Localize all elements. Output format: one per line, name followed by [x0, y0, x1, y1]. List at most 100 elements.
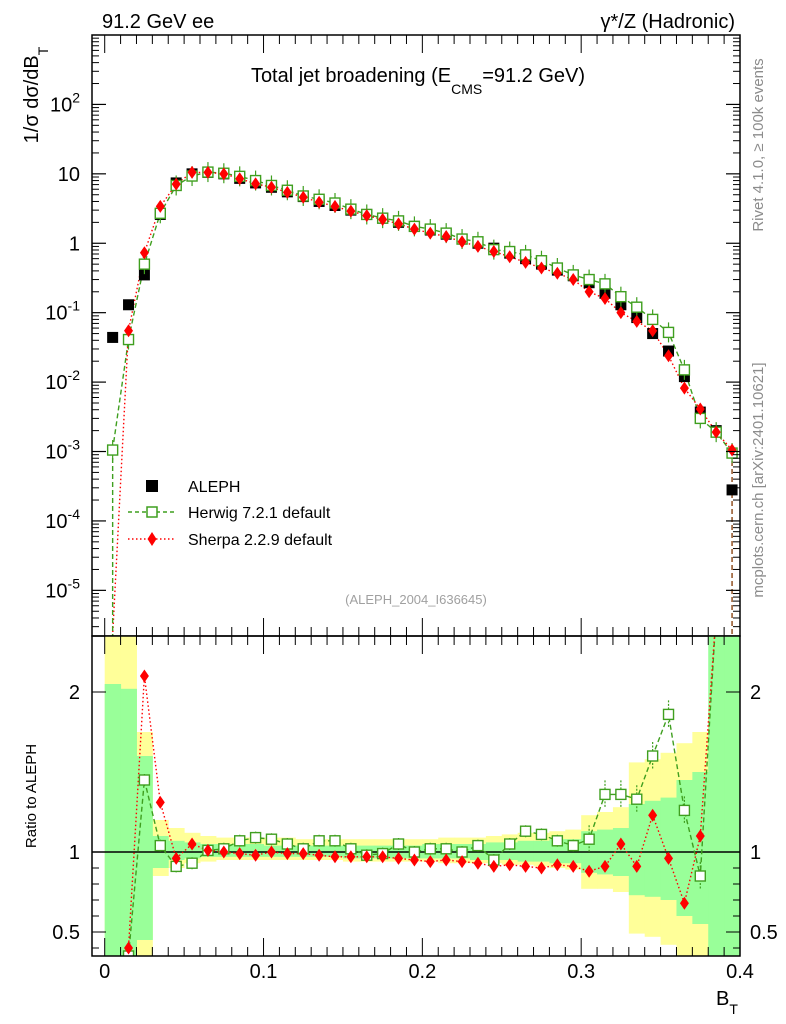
sherpa-ratio-point	[346, 850, 356, 864]
x-tick-label: 0	[99, 961, 110, 983]
herwig-ratio-point	[504, 838, 516, 850]
herwig-ratio-point	[249, 831, 262, 844]
sherpa-ratio-point	[266, 845, 276, 859]
sherpa-point	[521, 255, 531, 269]
y-tick-label: 10	[58, 164, 80, 186]
herwig-ratio-point	[551, 835, 564, 847]
main-series-group	[106, 162, 738, 636]
y-tick-label: 10-5	[45, 575, 80, 602]
herwig-ratio-point	[631, 793, 643, 805]
aleph-point	[138, 269, 150, 281]
uncertainty-band-green	[517, 840, 535, 862]
sherpa-ratio-point	[505, 858, 515, 872]
sherpa-point	[124, 324, 134, 338]
main-data-layer	[106, 162, 738, 636]
sherpa-ratio-point	[536, 861, 546, 875]
herwig-ratio-point	[424, 843, 436, 855]
herwig-ratio-point	[313, 835, 325, 847]
rivet-version-label: Rivet 4.1.0, ≥ 100k events	[750, 58, 767, 231]
sherpa-point	[155, 199, 165, 213]
sherpa-ratio-point	[139, 669, 149, 683]
sherpa-ratio-point	[584, 864, 594, 878]
sherpa-point	[298, 190, 308, 204]
chart-title: Total jet broadening (ECMS=91.2 GeV)	[251, 65, 585, 97]
ratio-plot-panel: 0.5 0.5 1 1 2 2 0 0.1 0.2 0.3 0.4 Ratio to ALEPH B…	[23, 635, 778, 1017]
herwig-point	[615, 290, 627, 303]
sherpa-ratio-point	[124, 941, 134, 955]
sherpa-ratio-point	[473, 856, 483, 870]
ratio-y-tick-label-right: 1	[750, 842, 761, 864]
ratio-y-tick-label-right: 0.5	[750, 922, 778, 944]
x-axis-label: BT	[716, 988, 738, 1017]
ratio-y-tick-label-right: 2	[750, 682, 761, 704]
herwig-ratio-point	[329, 835, 341, 847]
sherpa-point	[473, 239, 483, 253]
herwig-ratio-point	[694, 870, 706, 882]
herwig-point	[138, 258, 151, 270]
sherpa-ratio-point	[187, 837, 197, 851]
sherpa-point	[266, 180, 276, 194]
sherpa-ratio-point	[394, 851, 404, 865]
uncertainty-band-green	[644, 800, 662, 897]
sherpa-ratio-point	[679, 896, 689, 910]
y-tick-label: 1	[69, 233, 80, 255]
herwig-point	[662, 326, 675, 339]
sherpa-ratio-point	[362, 850, 372, 864]
sherpa-point	[505, 250, 515, 264]
sherpa-point	[664, 349, 674, 363]
sherpa-ratio-point	[219, 845, 229, 859]
sherpa-ratio-point	[378, 850, 388, 864]
sherpa-point	[616, 306, 626, 320]
header-left-label: 91.2 GeV ee	[102, 11, 214, 33]
sherpa-point	[441, 230, 451, 244]
ratio-series-group	[92, 636, 740, 956]
legend-label-aleph: ALEPH	[188, 479, 240, 496]
sherpa-point	[346, 204, 356, 218]
uncertainty-band-green	[692, 772, 709, 924]
uncertainty-band-green	[660, 797, 677, 900]
sherpa-ratio-point	[600, 859, 610, 873]
sherpa-point	[330, 199, 340, 213]
ratio-axis-ticks: 0.5 0.5 1 1 2 2 0 0.1 0.2 0.3 0.4	[52, 636, 778, 983]
sherpa-point	[203, 165, 213, 179]
sherpa-point	[394, 217, 404, 231]
aleph-point	[107, 331, 119, 343]
sherpa-point	[362, 209, 372, 223]
aleph-point	[726, 484, 738, 496]
ratio-y-tick-label: 1	[69, 842, 80, 864]
legend-entry-aleph: ALEPH	[146, 479, 240, 496]
sherpa-point	[695, 402, 705, 416]
sherpa-point	[457, 235, 467, 249]
herwig-ratio-point	[519, 825, 532, 837]
uncertainty-band-green	[120, 688, 137, 956]
herwig-ratio-point	[567, 839, 579, 852]
y-tick-label: 10-3	[45, 437, 80, 464]
sherpa-series-line	[111, 171, 733, 636]
ratio-plot-frame	[91, 635, 741, 957]
herwig-point	[646, 313, 659, 326]
sherpa-point	[282, 185, 292, 199]
sherpa-ratio-point	[695, 829, 705, 843]
sherpa-ratio-point	[409, 853, 419, 867]
sherpa-ratio-point	[632, 859, 642, 873]
herwig-ratio-point	[440, 843, 452, 855]
herwig-ratio-point	[186, 857, 198, 869]
herwig-ratio-point	[234, 835, 246, 847]
sherpa-ratio-point	[457, 855, 467, 869]
uncertainty-band-green	[136, 756, 153, 940]
herwig-ratio-point	[138, 774, 151, 786]
sherpa-ratio-line	[125, 636, 716, 956]
sherpa-point	[251, 177, 261, 191]
sherpa-ratio-point	[330, 850, 340, 864]
y-tick-label: 10-2	[45, 367, 80, 394]
sherpa-point	[378, 212, 388, 226]
herwig-ratio-point	[472, 839, 484, 852]
sherpa-ratio-point	[298, 847, 308, 861]
sherpa-ratio-point	[203, 843, 213, 857]
sherpa-ratio-point	[616, 837, 626, 851]
sherpa-ratio-point	[441, 853, 451, 867]
herwig-point	[599, 278, 611, 290]
ratio-y-tick-label: 2	[69, 682, 80, 704]
sherpa-point	[489, 245, 499, 259]
